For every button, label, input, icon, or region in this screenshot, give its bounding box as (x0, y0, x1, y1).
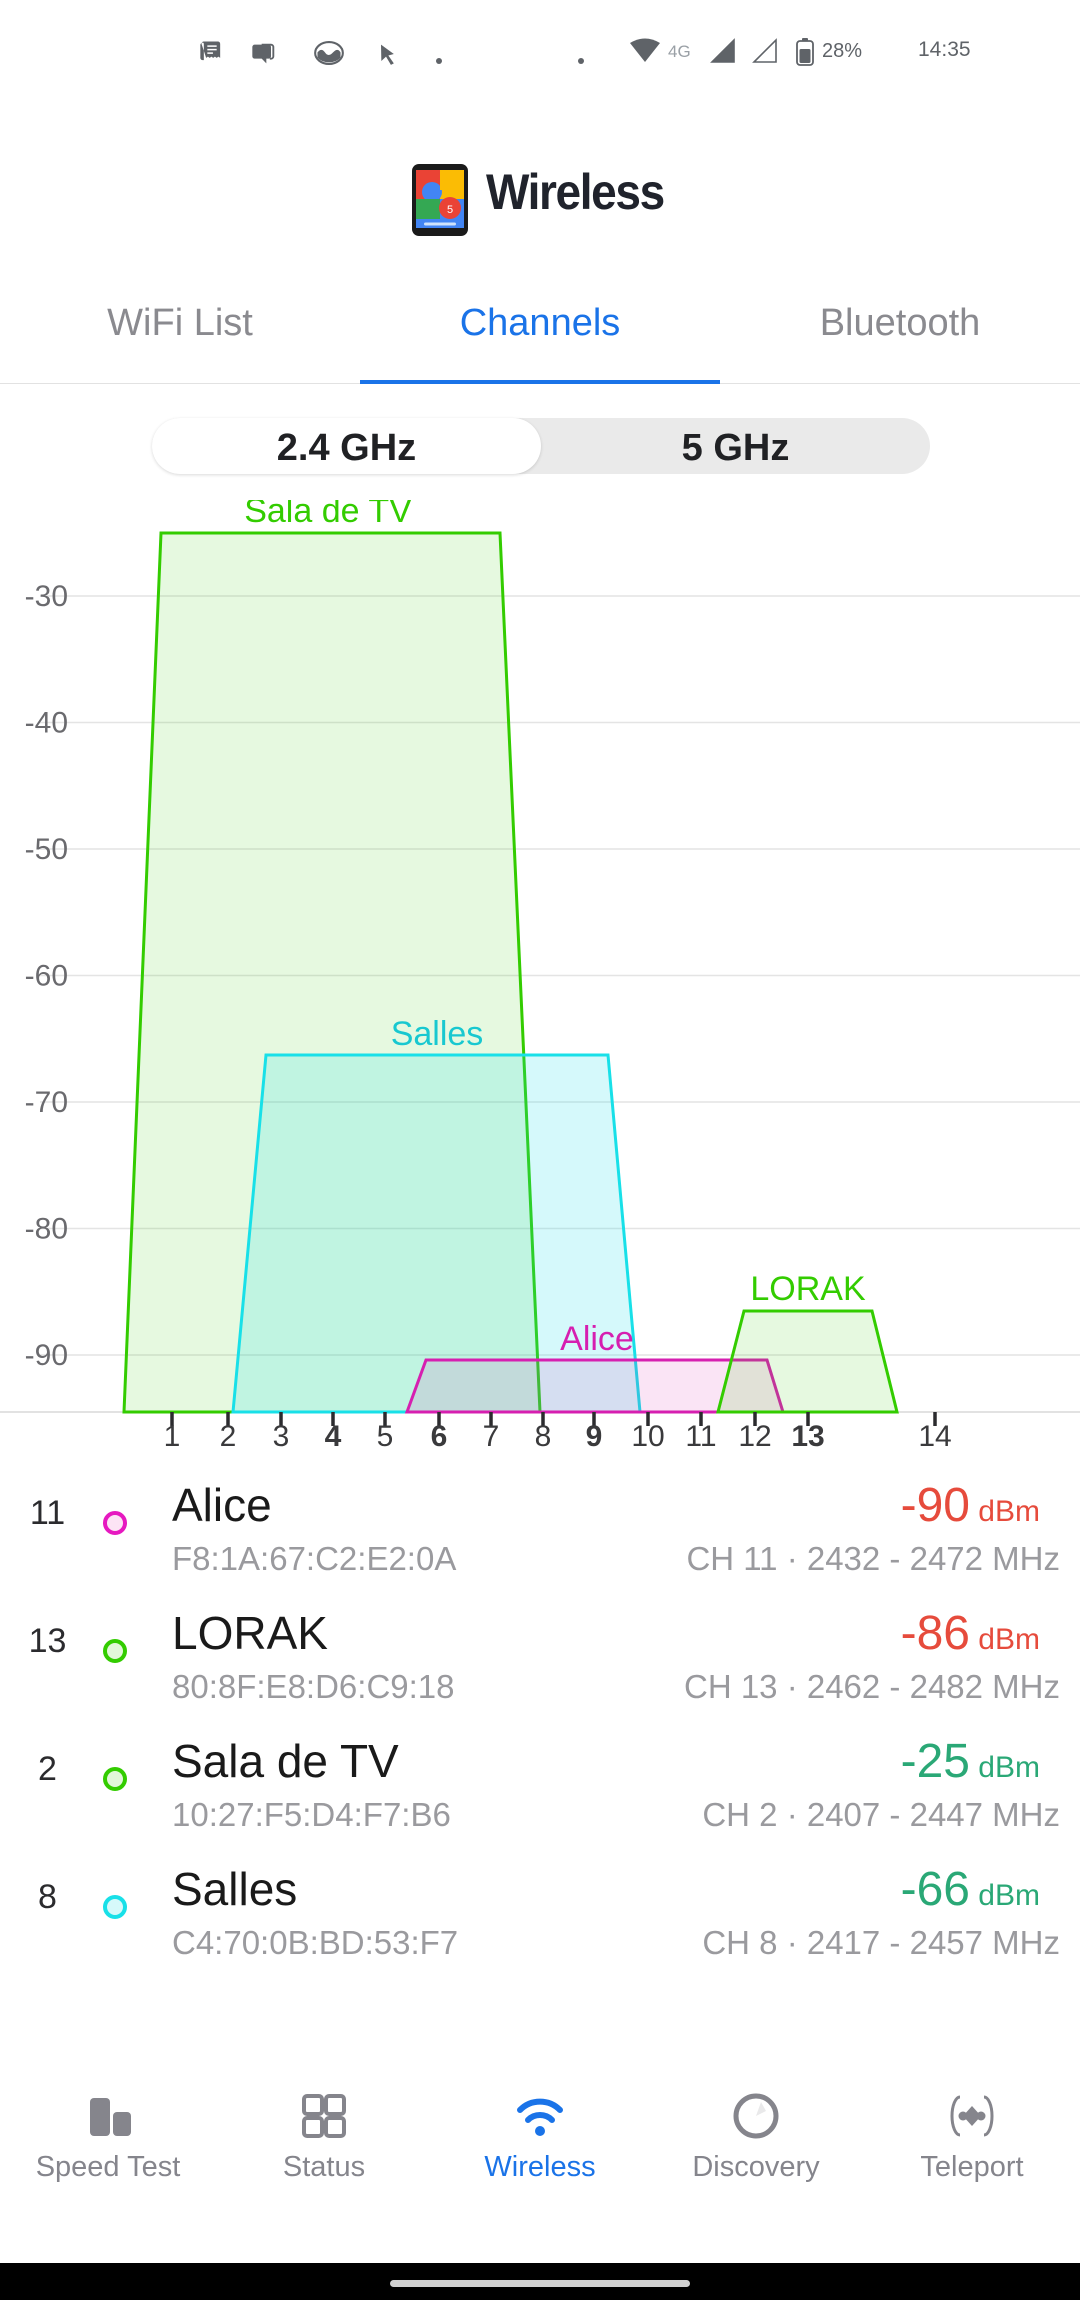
svg-text:-70: -70 (25, 1086, 68, 1119)
svg-text:LORAK: LORAK (750, 1270, 866, 1308)
svg-text:Salles: Salles (391, 1015, 484, 1053)
svg-text:-40: -40 (25, 707, 68, 740)
svg-text:-80: -80 (25, 1213, 68, 1246)
svg-text:-50: -50 (25, 833, 68, 866)
svg-text:Sala de TV: Sala de TV (244, 500, 412, 530)
svg-text:Alice: Alice (560, 1320, 634, 1358)
svg-text:-30: -30 (25, 580, 68, 613)
svg-text:-90: -90 (25, 1339, 68, 1372)
svg-text:5: 5 (447, 204, 453, 216)
svg-text:-60: -60 (25, 960, 68, 993)
